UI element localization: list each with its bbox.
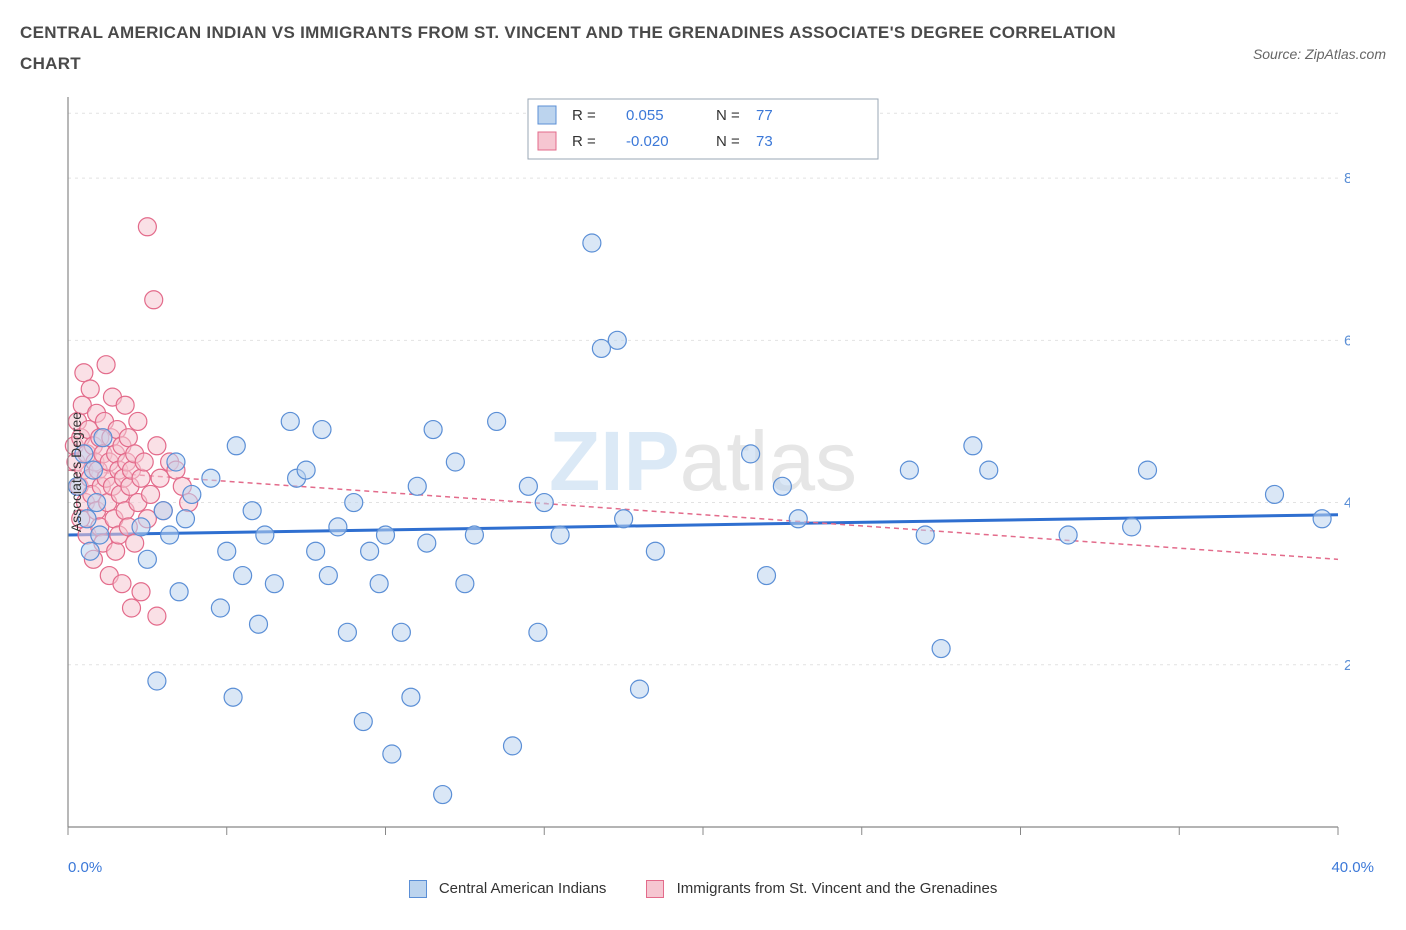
- legend-item-blue: Central American Indians: [409, 880, 607, 898]
- legend-item-pink: Immigrants from St. Vincent and the Gren…: [646, 880, 997, 898]
- svg-text:R =: R =: [572, 107, 596, 124]
- svg-text:R =: R =: [572, 133, 596, 150]
- chart-title: CENTRAL AMERICAN INDIAN VS IMMIGRANTS FR…: [20, 18, 1170, 79]
- svg-text:60.0%: 60.0%: [1344, 333, 1350, 350]
- legend-swatch-blue: [409, 880, 427, 898]
- source-label: Source: ZipAtlas.com: [1253, 46, 1386, 62]
- x-axis-labels: 0.0% 40.0%: [20, 859, 1386, 876]
- x-min-label: 0.0%: [68, 859, 102, 876]
- scatter-chart: ZIPatlas 20.0% 40.0% 60.0% 80.0% R = 0.055 N = 7…: [20, 87, 1350, 857]
- svg-text:40.0%: 40.0%: [1344, 495, 1350, 512]
- svg-text:80.0%: 80.0%: [1344, 170, 1350, 187]
- svg-text:0.055: 0.055: [626, 107, 664, 124]
- y-axis-label: Associate's Degree: [68, 412, 84, 532]
- svg-text:ZIPatlas: ZIPatlas: [549, 414, 857, 508]
- x-max-label: 40.0%: [1331, 859, 1374, 876]
- legend-swatch-pink: [646, 880, 664, 898]
- svg-text:77: 77: [756, 107, 773, 124]
- svg-text:20.0%: 20.0%: [1344, 657, 1350, 674]
- bottom-legend: Central American Indians Immigrants from…: [20, 880, 1386, 898]
- legend-label-blue: Central American Indians: [439, 880, 607, 897]
- svg-text:73: 73: [756, 133, 773, 150]
- svg-text:N =: N =: [716, 107, 740, 124]
- legend-label-pink: Immigrants from St. Vincent and the Gren…: [677, 880, 998, 897]
- svg-text:-0.020: -0.020: [626, 133, 669, 150]
- svg-text:N =: N =: [716, 133, 740, 150]
